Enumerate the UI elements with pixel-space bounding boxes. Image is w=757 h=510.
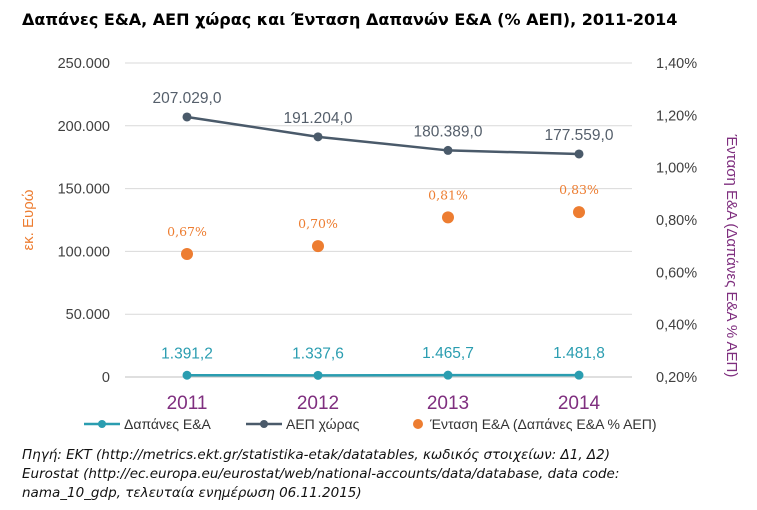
legend-swatch-marker <box>413 419 423 429</box>
y-tick-label: 100.000 <box>58 244 110 260</box>
data-label: 1.391,2 <box>161 345 213 362</box>
data-point <box>182 112 192 122</box>
series-line <box>186 115 580 156</box>
legend-label: ΑΕΠ χώρας <box>286 416 360 432</box>
y-tick-label: 50.000 <box>66 307 110 323</box>
legend-swatch-marker <box>98 420 106 428</box>
data-point <box>443 370 453 380</box>
source-note-line-1: Πηγή: ΕΚΤ (http://metrics.ekt.gr/statist… <box>22 447 611 463</box>
data-label: 180.389,0 <box>414 123 483 140</box>
y-right-tick-label: 0,60% <box>656 265 697 281</box>
data-label: 0,81% <box>428 187 468 202</box>
data-label: 1.337,6 <box>292 345 344 362</box>
y-right-tick-label: 1,40% <box>656 56 697 72</box>
y-right-tick-label: 1,20% <box>656 108 697 124</box>
y-tick-label: 150.000 <box>58 182 110 198</box>
y-right-tick-label: 1,00% <box>656 161 697 177</box>
y-axis-title: εκ. Ευρώ <box>20 189 37 250</box>
legend-label: Δαπάνες Ε&Α <box>124 416 212 432</box>
data-label: 177.559,0 <box>545 127 614 144</box>
y-tick-label: 0 <box>102 370 110 386</box>
data-label: 191.204,0 <box>284 110 353 127</box>
data-point <box>181 248 193 261</box>
y-right-tick-label: 0,40% <box>656 318 697 334</box>
data-point <box>313 132 323 142</box>
legend-label: Ένταση Ε&Α (Δαπάνες Ε&Α % ΑΕΠ) <box>429 416 657 432</box>
data-point <box>312 240 324 253</box>
data-point <box>443 145 453 155</box>
x-tick-label: 2014 <box>558 393 601 414</box>
chart-title: Δαπάνες Ε&Α, ΑΕΠ χώρας και Ένταση Δαπανώ… <box>22 10 678 29</box>
x-tick-label: 2011 <box>167 393 208 414</box>
data-label: 0,67% <box>167 224 207 239</box>
data-label: 1.481,8 <box>553 345 605 362</box>
data-label: 0,70% <box>298 216 338 231</box>
x-tick-label: 2013 <box>427 393 469 414</box>
data-point <box>182 370 192 380</box>
y-right-tick-label: 0,80% <box>656 213 697 229</box>
data-point <box>574 149 584 159</box>
data-label: 1.465,7 <box>422 345 474 362</box>
y-tick-label: 250.000 <box>58 56 110 72</box>
chart: 0 50.000 100.000 150.000 200.000 250.000 0,20%… <box>20 56 740 432</box>
x-tick-label: 2012 <box>297 393 339 414</box>
source-notes: Πηγή: ΕΚΤ (http://metrics.ekt.gr/statist… <box>22 446 742 503</box>
data-point <box>313 370 323 380</box>
data-point <box>442 211 454 224</box>
y-right-axis-title: Ένταση Ε&Α (Δαπάνες Ε&Α % ΑΕΠ) <box>723 134 740 378</box>
source-note-line-3: nama_10_gdp, τελευταία ενημέρωση 06.11.2… <box>22 485 362 501</box>
data-label: 207.029,0 <box>153 90 222 107</box>
source-note-line-2: Eurostat (http://ec.europa.eu/eurostat/w… <box>22 466 620 482</box>
y-right-tick-label: 0,20% <box>656 370 697 386</box>
y-tick-label: 200.000 <box>58 119 110 135</box>
data-point <box>573 206 585 219</box>
legend-swatch-marker <box>260 420 268 428</box>
data-label: 0,83% <box>559 182 599 197</box>
data-point <box>574 370 584 380</box>
